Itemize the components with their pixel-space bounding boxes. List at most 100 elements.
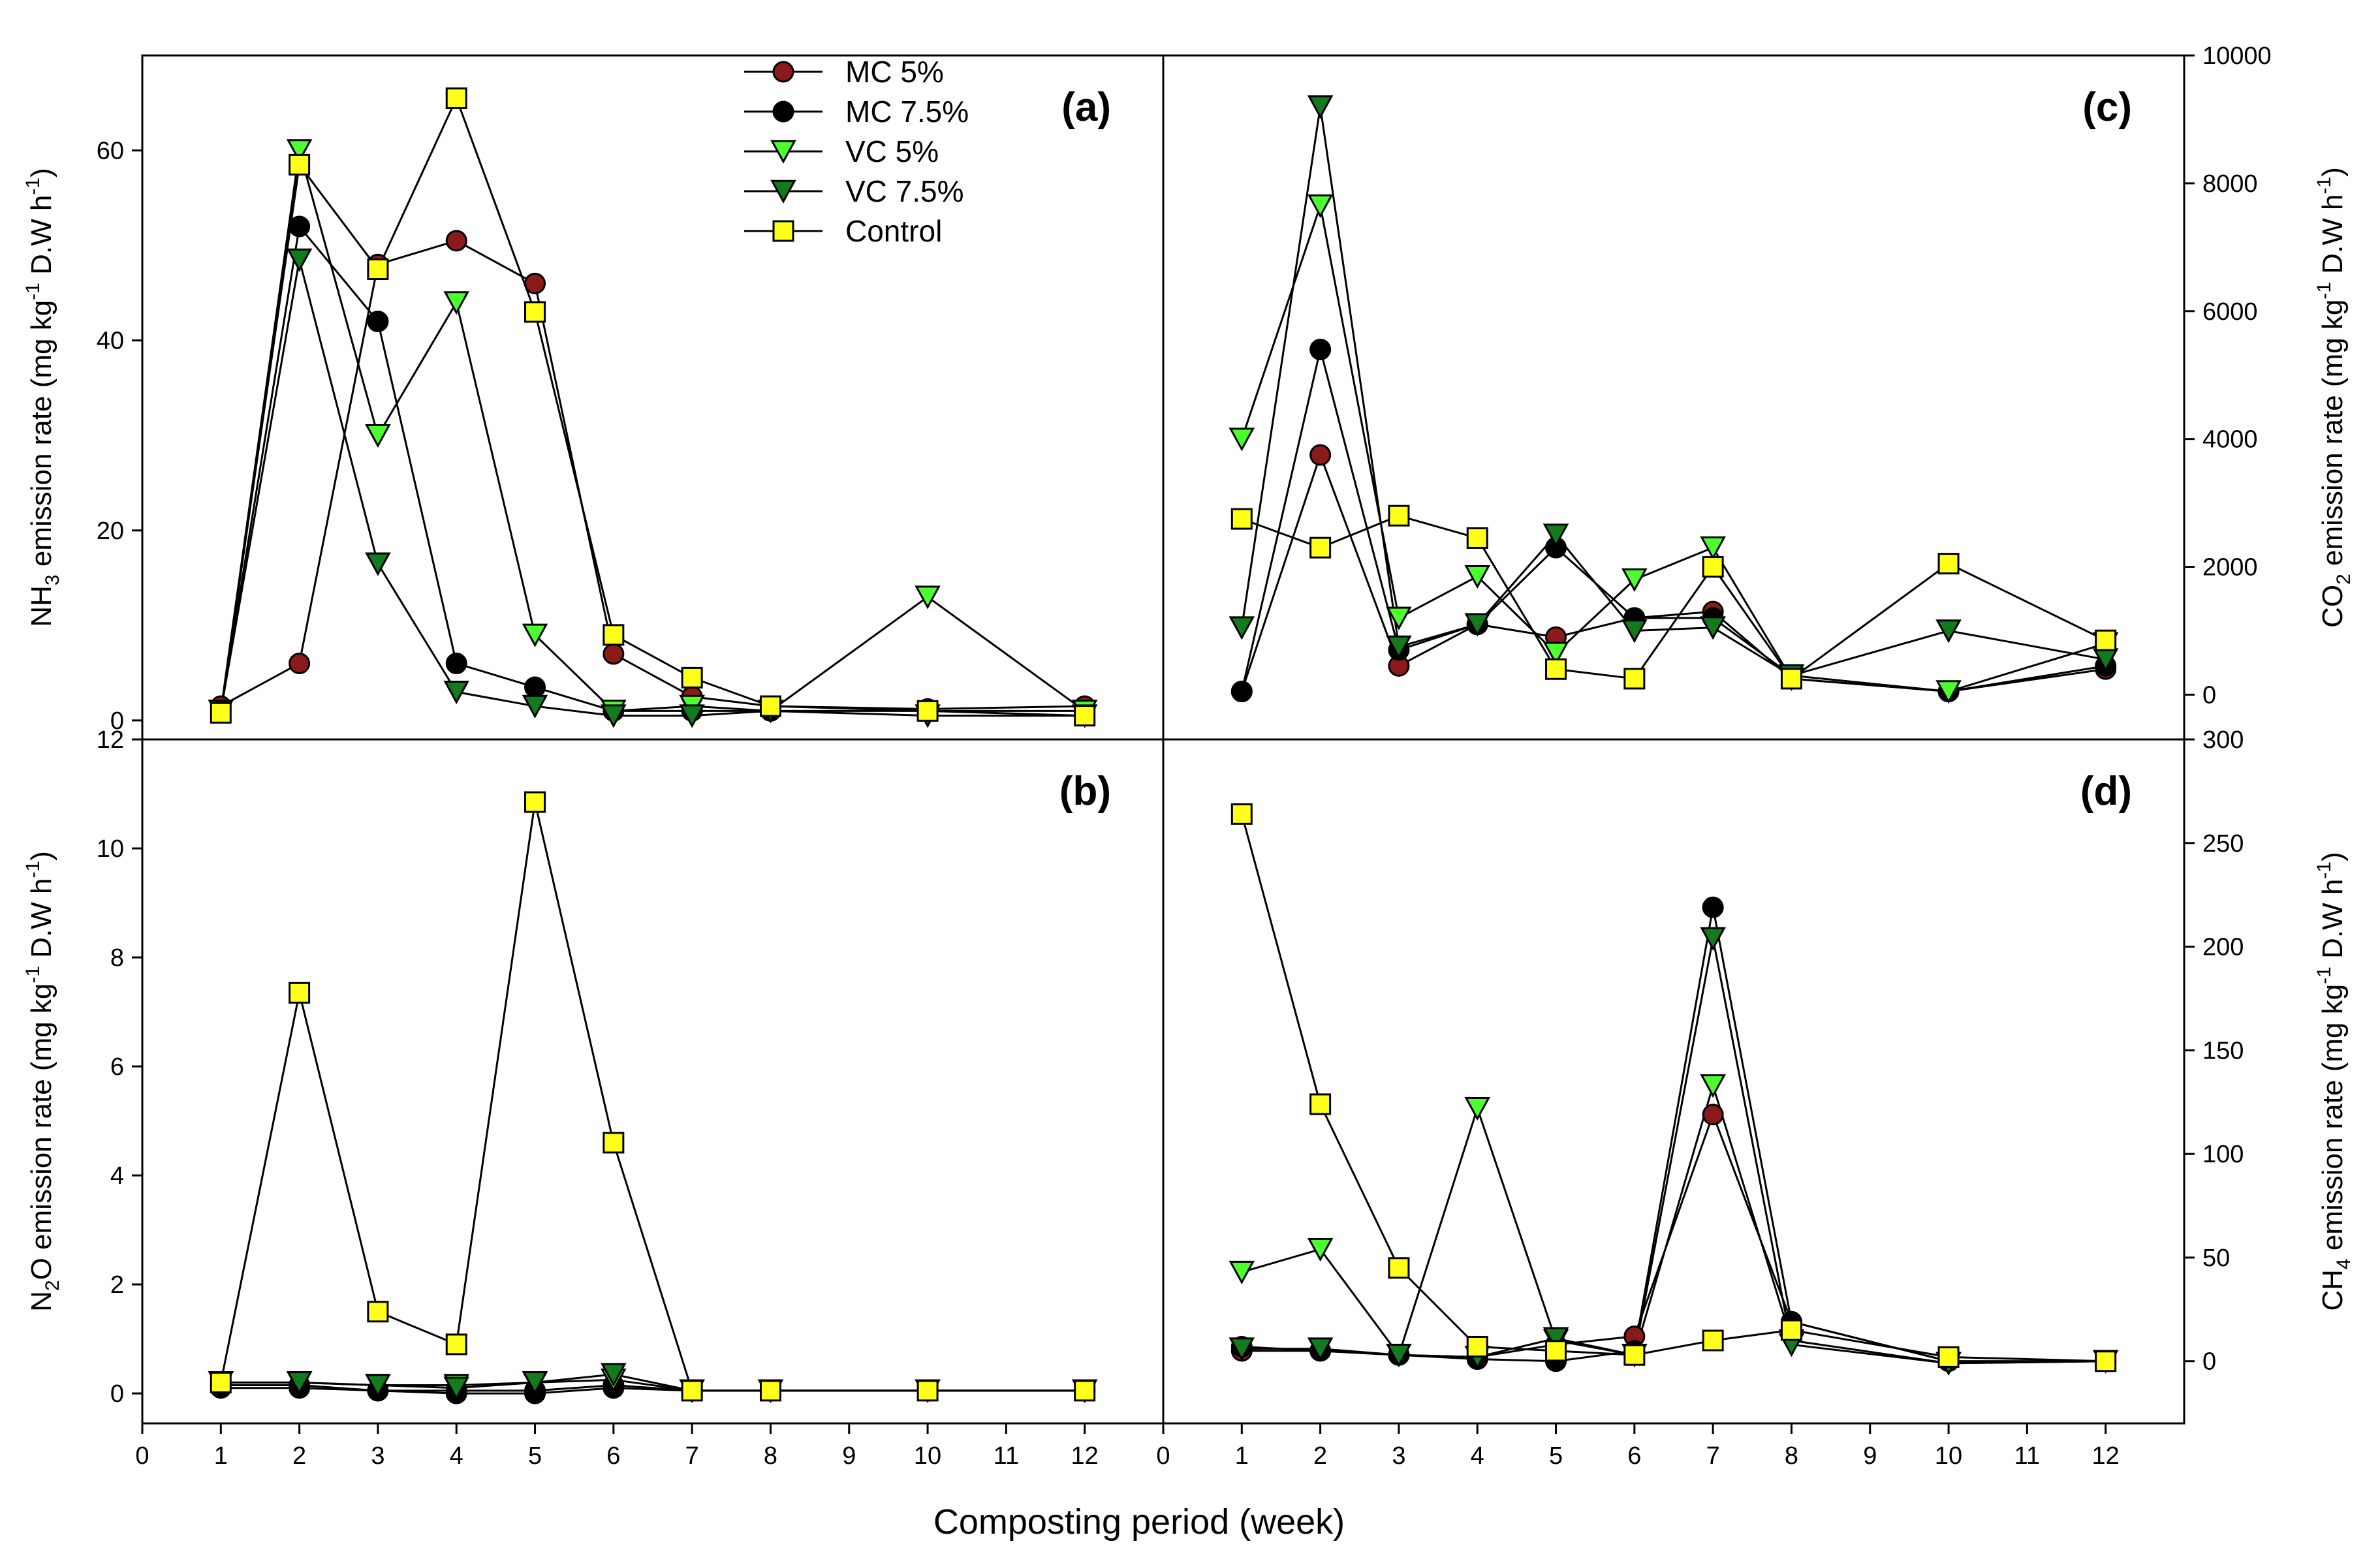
y-axis-title-part: ) — [25, 168, 57, 178]
y-axis-title-part: N — [25, 1291, 57, 1312]
data-point — [365, 552, 391, 576]
series-line — [1242, 906, 2106, 1363]
data-point — [1229, 616, 1255, 640]
x-tick-label: 8 — [1785, 1442, 1798, 1470]
y-tick-label: 4 — [110, 1162, 124, 1190]
legend-item: VC 5% — [744, 134, 939, 168]
panel-tag-d: (d) — [2080, 769, 2132, 814]
data-point — [289, 215, 311, 238]
data-point — [445, 653, 467, 675]
panel-tag-c: (c) — [2082, 85, 2132, 130]
series-line — [219, 224, 1085, 712]
data-point — [681, 666, 703, 689]
series-line — [1240, 106, 2106, 677]
data-point — [1621, 568, 1648, 593]
y-axis-title-part: O emission rate (mg kg — [25, 984, 57, 1280]
y-axis-title-part: D.W h — [2317, 194, 2349, 281]
y-tick-label: 40 — [97, 328, 124, 355]
x-tick-label: 11 — [994, 1442, 1019, 1470]
y-tick-label: 150 — [2202, 1037, 2244, 1064]
legend-label: MC 5% — [845, 55, 944, 89]
data-point — [1309, 444, 1332, 466]
y-tick-label: 60 — [97, 138, 124, 165]
x-tick-label: 7 — [685, 1442, 699, 1470]
data-point — [367, 1301, 389, 1323]
x-tick-label: 7 — [1706, 1442, 1720, 1470]
data-point — [1937, 553, 1960, 575]
legend-label: Control — [845, 214, 942, 248]
x-tick-label: 6 — [1627, 1442, 1641, 1470]
y-axis-title-part: 2 — [42, 1280, 63, 1291]
data-point — [443, 680, 470, 705]
y-axis-title-part: -1 — [22, 966, 44, 984]
series-line — [1241, 514, 2106, 681]
y-axis-title-b: N2O emission rate (mg kg-1 D.W h-1) — [22, 851, 63, 1312]
y-axis-title-part: NH — [25, 585, 57, 627]
y-axis-title-part: ) — [25, 851, 57, 861]
y-tick-label: 100 — [2202, 1141, 2244, 1168]
data-point — [1230, 681, 1253, 703]
legend-item: VC 7.5% — [744, 174, 964, 208]
data-point — [1466, 527, 1488, 549]
y-tick-label: 6 — [110, 1053, 124, 1081]
data-point — [1230, 508, 1253, 530]
data-point — [367, 311, 389, 333]
data-point — [1542, 1327, 1569, 1351]
y-tick-label: 8 — [110, 944, 124, 972]
data-point — [1702, 556, 1724, 578]
data-point — [915, 585, 941, 610]
y-axis-title-part: -1 — [22, 283, 44, 300]
series-line — [1240, 202, 2106, 693]
y-axis-title-part: emission rate (mg kg — [2317, 300, 2349, 574]
legend-item: MC 5% — [744, 55, 944, 89]
data-point — [522, 1371, 548, 1395]
data-point — [679, 704, 705, 728]
data-point — [1702, 1329, 1724, 1352]
legend-marker — [770, 140, 796, 164]
y-tick-label: 6000 — [2202, 298, 2258, 326]
data-point — [916, 1380, 939, 1402]
x-tick-label: 9 — [1863, 1442, 1877, 1470]
x-tick-label: 0 — [1156, 1442, 1170, 1470]
y-axis-title-part: D.W h — [25, 878, 57, 965]
y-tick-label: 4000 — [2202, 426, 2258, 454]
x-tick-label: 8 — [764, 1442, 777, 1470]
data-point — [1700, 1074, 1726, 1098]
data-point — [445, 230, 467, 252]
y-tick-label: 10 — [97, 835, 124, 863]
data-point — [1464, 613, 1491, 637]
y-tick-label: 0 — [2202, 1348, 2216, 1376]
legend-marker — [772, 61, 794, 83]
x-tick-label: 10 — [914, 1442, 941, 1470]
x-tick-label: 3 — [1392, 1442, 1405, 1470]
x-tick-label: 3 — [371, 1442, 384, 1470]
x-tick-label: 0 — [135, 1442, 149, 1470]
data-point — [286, 1371, 313, 1395]
panel-c: 0 2000 4000 6000 8000 10000 CO2 emission rate … — [1162, 42, 2355, 741]
series-line — [1242, 938, 2106, 1365]
data-point — [1229, 427, 1255, 452]
legend: MC 5% MC 7.5% VC 5% VC 7.5% Control — [744, 55, 969, 248]
data-point — [603, 643, 625, 665]
data-point — [210, 1371, 232, 1393]
data-point — [1388, 504, 1410, 527]
data-point — [1388, 1257, 1410, 1279]
data-point — [1623, 668, 1646, 690]
data-point — [1386, 1343, 1412, 1368]
legend-marker — [770, 179, 796, 204]
series-line — [219, 801, 1085, 1392]
legend-marker — [772, 101, 794, 123]
y-axis-title-d: CH4 emission rate (mg kg-1 D.W h-1) — [2313, 852, 2355, 1310]
data-point — [1386, 635, 1412, 659]
x-tick-label: 10 — [1935, 1442, 1962, 1470]
data-point — [1464, 565, 1491, 589]
data-point — [1545, 658, 1567, 680]
data-point — [916, 700, 939, 722]
data-point — [1623, 1344, 1646, 1366]
data-point — [2095, 629, 2117, 651]
x-axis-title: Composting period (week) — [933, 1502, 1345, 1542]
y-axis-title-part: 3 — [42, 574, 63, 585]
y-axis-title-part: D.W h — [2317, 879, 2349, 967]
